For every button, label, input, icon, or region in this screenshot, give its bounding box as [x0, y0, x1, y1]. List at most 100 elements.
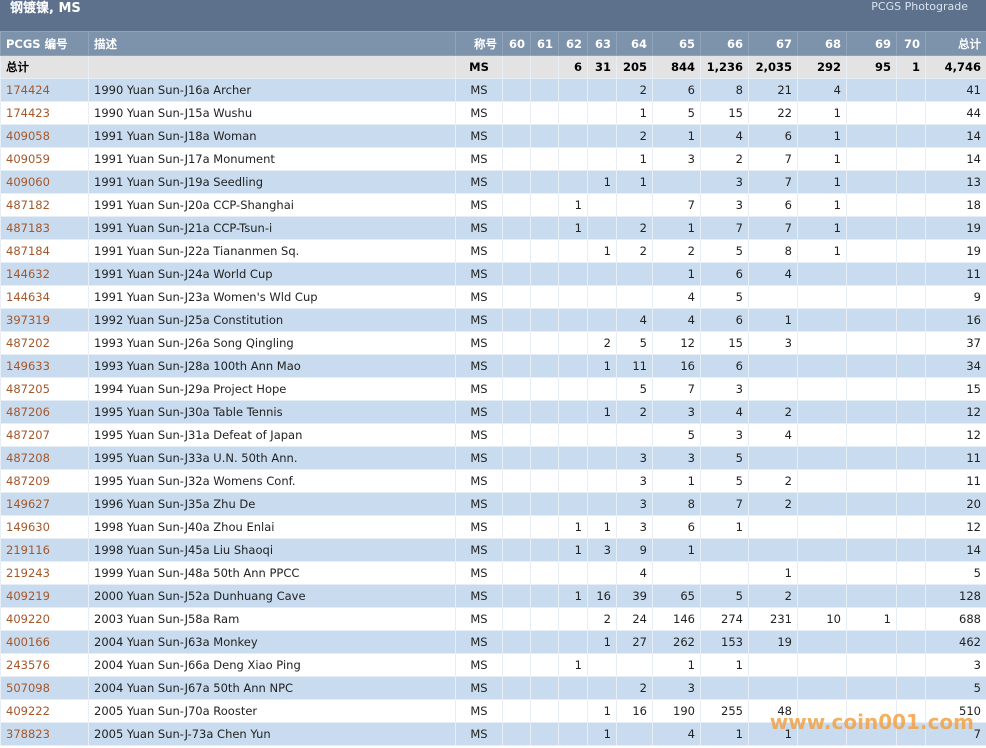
cell: 1	[587, 630, 617, 654]
cell	[896, 78, 926, 102]
cell	[530, 653, 559, 677]
pcgs-code[interactable]: 149633	[0, 354, 89, 378]
pcgs-code[interactable]: 487202	[0, 331, 89, 355]
cell: 1	[587, 170, 617, 194]
cell: MS	[455, 722, 503, 746]
pcgs-code[interactable]: 174423	[0, 101, 89, 125]
cell: 146	[652, 607, 701, 631]
cell	[896, 285, 926, 309]
pcgs-code[interactable]: 507098	[0, 676, 89, 700]
cell: 1993 Yuan Sun-J28a 100th Ann Mao	[88, 354, 456, 378]
cell	[616, 722, 653, 746]
cell	[896, 147, 926, 171]
pcgs-code[interactable]: 174424	[0, 78, 89, 102]
cell: 3	[616, 446, 653, 470]
pcgs-code[interactable]: 409220	[0, 607, 89, 631]
pcgs-code[interactable]: 149627	[0, 492, 89, 516]
pcgs-code[interactable]: 243576	[0, 653, 89, 677]
pcgs-code[interactable]: 400166	[0, 630, 89, 654]
cell	[587, 124, 617, 148]
photograde-link[interactable]: PCGS Photograde	[871, 0, 968, 13]
pcgs-code[interactable]: 487206	[0, 400, 89, 424]
cell	[558, 377, 588, 401]
cell: MS	[455, 170, 503, 194]
cell	[558, 147, 588, 171]
cell: 1990 Yuan Sun-J15a Wushu	[88, 101, 456, 125]
pcgs-code[interactable]: 409060	[0, 170, 89, 194]
cell	[502, 239, 531, 263]
pcgs-code[interactable]: 409058	[0, 124, 89, 148]
cell: 2	[748, 584, 798, 608]
cell	[587, 147, 617, 171]
cell: MS	[455, 285, 503, 309]
pcgs-code[interactable]: 487208	[0, 446, 89, 470]
pcgs-code[interactable]: 397319	[0, 308, 89, 332]
cell: 7	[652, 193, 701, 217]
cell	[797, 584, 847, 608]
cell: 65	[652, 584, 701, 608]
pcgs-code[interactable]: 487205	[0, 377, 89, 401]
cell: 1998 Yuan Sun-J40a Zhou Enlai	[88, 515, 456, 539]
cell: 4	[652, 308, 701, 332]
cell: 4	[616, 308, 653, 332]
cell: 1	[558, 216, 588, 240]
cell: 3	[652, 676, 701, 700]
column-header: 63	[587, 31, 617, 56]
data-row: 409058 1991 Yuan Sun-J18a Woman MS 2 1 4 6 1 14	[0, 124, 986, 148]
cell: MS	[455, 676, 503, 700]
cell: 1	[797, 170, 847, 194]
pcgs-code[interactable]: 487207	[0, 423, 89, 447]
cell	[896, 515, 926, 539]
cell	[530, 170, 559, 194]
cell: 6	[652, 78, 701, 102]
cell: 6	[558, 55, 588, 79]
column-header: 69	[846, 31, 897, 56]
pcgs-code[interactable]: 409222	[0, 699, 89, 723]
cell: 5	[700, 239, 749, 263]
cell: 3	[652, 400, 701, 424]
data-row: 487208 1995 Yuan Sun-J33a U.N. 50th Ann. M…	[0, 446, 986, 470]
column-header: 称号	[455, 31, 503, 56]
cell: 9	[925, 285, 986, 309]
cell	[846, 170, 897, 194]
pcgs-code[interactable]: 144632	[0, 262, 89, 286]
cell	[846, 653, 897, 677]
cell	[88, 55, 456, 79]
total-row: 总计 MS 6 31 205 844 1,236 2,035 292 95 1 4,746	[0, 55, 986, 79]
pcgs-code[interactable]: 409059	[0, 147, 89, 171]
cell: MS	[455, 584, 503, 608]
pcgs-code[interactable]: 487184	[0, 239, 89, 263]
pcgs-code[interactable]: 409219	[0, 584, 89, 608]
pcgs-code[interactable]: 487183	[0, 216, 89, 240]
pcgs-code[interactable]: 378823	[0, 722, 89, 746]
cell: 12	[925, 423, 986, 447]
pcgs-code[interactable]: 487182	[0, 193, 89, 217]
cell	[846, 193, 897, 217]
cell: 4	[700, 124, 749, 148]
cell: 3	[700, 423, 749, 447]
cell	[530, 239, 559, 263]
pcgs-code[interactable]: 144634	[0, 285, 89, 309]
cell: 4	[652, 722, 701, 746]
cell	[558, 699, 588, 723]
pcgs-code[interactable]: 219243	[0, 561, 89, 585]
pcgs-code[interactable]: 149630	[0, 515, 89, 539]
cell: 34	[925, 354, 986, 378]
cell	[797, 561, 847, 585]
cell	[587, 101, 617, 125]
pcgs-code[interactable]: 219116	[0, 538, 89, 562]
cell: 3	[700, 170, 749, 194]
cell: MS	[455, 262, 503, 286]
pcgs-code[interactable]: 487209	[0, 469, 89, 493]
cell: 21	[748, 78, 798, 102]
cell: 2	[616, 78, 653, 102]
cell	[502, 469, 531, 493]
cell	[502, 78, 531, 102]
column-header: 66	[700, 31, 749, 56]
cell	[587, 676, 617, 700]
cell: 8	[700, 78, 749, 102]
cell	[846, 515, 897, 539]
cell: 11	[616, 354, 653, 378]
cell: 1	[558, 193, 588, 217]
cell: 48	[748, 699, 798, 723]
